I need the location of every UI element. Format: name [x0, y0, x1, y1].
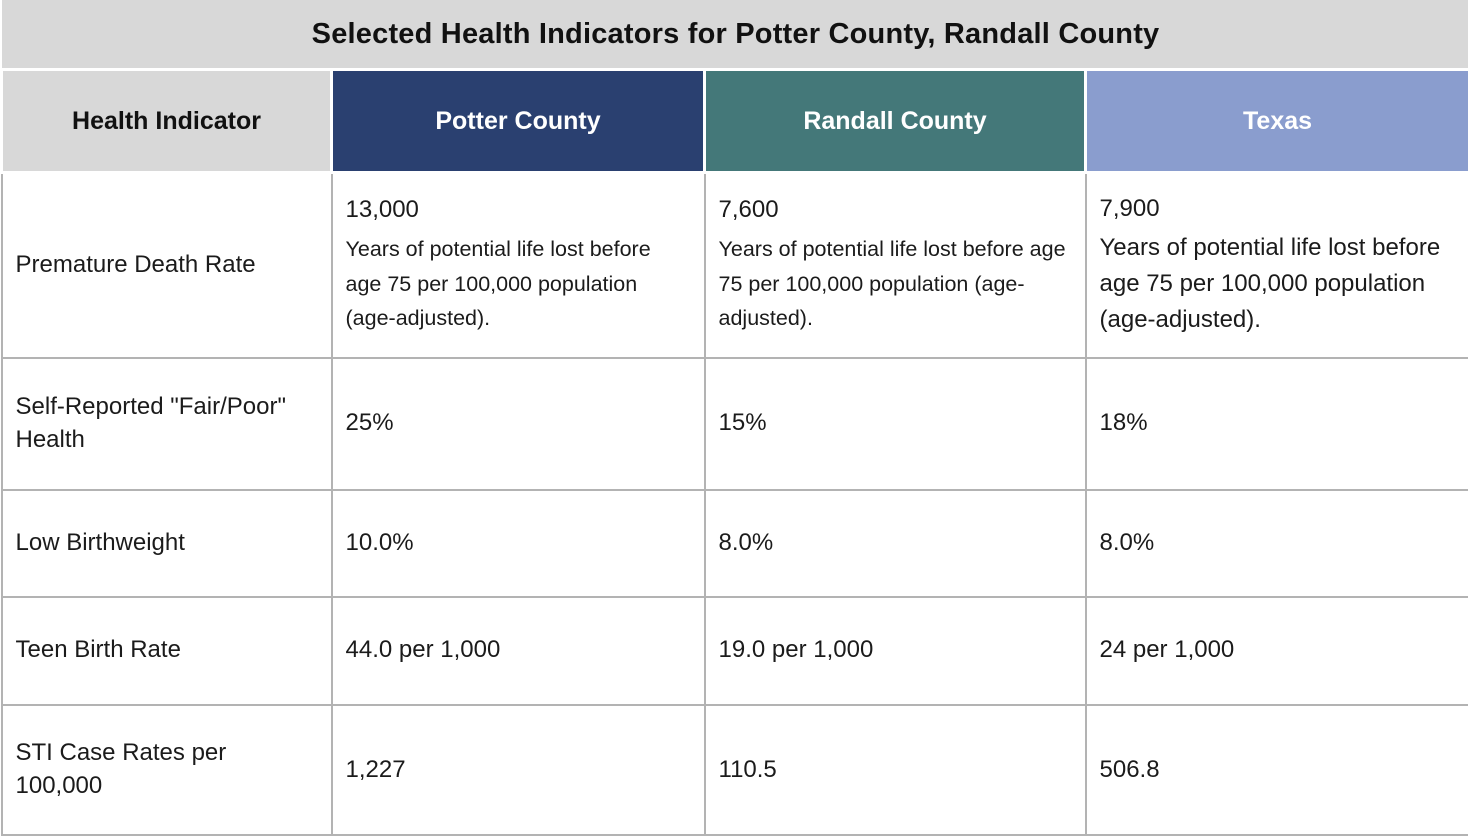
cell-note: Years of potential life lost before age …	[718, 236, 1066, 331]
cell-note: Years of potential life lost before age …	[1099, 233, 1441, 333]
value-cell-texas: 18%	[1084, 356, 1468, 491]
table-row-low-birthweight: Low Birthweight 10.0% 8.0% 8.0%	[0, 488, 1468, 598]
column-header-texas: Texas	[1083, 68, 1468, 174]
table-row-self-reported-health: Self-Reported "Fair/Poor" Health 25% 15%…	[0, 356, 1468, 491]
indicator-cell: Premature Death Rate	[0, 171, 333, 359]
title-row: Selected Health Indicators for Potter Co…	[1, 0, 1468, 71]
column-header-health-indicator: Health Indicator	[0, 68, 333, 174]
indicator-cell: Self-Reported "Fair/Poor" Health	[0, 356, 333, 491]
value-cell-randall: 110.5	[703, 703, 1087, 836]
value-cell-randall: 19.0 per 1,000	[703, 595, 1087, 706]
column-header-randall-county: Randall County	[703, 68, 1087, 174]
value-cell-potter: 1,227	[330, 703, 706, 836]
column-header-row: Health Indicator Potter County Randall C…	[0, 68, 1468, 174]
indicator-cell: Low Birthweight	[0, 488, 333, 598]
column-header-potter-county: Potter County	[330, 68, 706, 174]
cell-value: 7,900	[1099, 194, 1160, 222]
table-row-premature-death-rate: Premature Death Rate 13,000 Years of pot…	[0, 171, 1468, 359]
value-cell-randall: 7,600 Years of potential life lost befor…	[703, 171, 1087, 359]
indicator-cell: STI Case Rates per 100,000	[0, 703, 333, 836]
cell-value: 7,600	[718, 196, 779, 224]
cell-value: 13,000	[345, 196, 419, 224]
value-cell-texas: 24 per 1,000	[1084, 595, 1468, 706]
table-row-sti-case-rates: STI Case Rates per 100,000 1,227 110.5 5…	[0, 703, 1468, 836]
value-cell-potter: 13,000 Years of potential life lost befo…	[330, 171, 706, 359]
page-title: Selected Health Indicators for Potter Co…	[1, 0, 1468, 71]
value-cell-potter: 25%	[330, 356, 706, 491]
value-cell-texas: 7,900 Years of potential life lost befor…	[1084, 171, 1468, 359]
value-cell-texas: 506.8	[1084, 703, 1468, 836]
value-cell-potter: 10.0%	[330, 488, 706, 598]
table-row-teen-birth-rate: Teen Birth Rate 44.0 per 1,000 19.0 per …	[0, 595, 1468, 706]
value-cell-randall: 8.0%	[703, 488, 1087, 598]
value-cell-randall: 15%	[703, 356, 1087, 491]
value-cell-potter: 44.0 per 1,000	[330, 595, 706, 706]
cell-note: Years of potential life lost before age …	[345, 236, 651, 331]
indicator-cell: Teen Birth Rate	[0, 595, 333, 706]
value-cell-texas: 8.0%	[1084, 488, 1468, 598]
